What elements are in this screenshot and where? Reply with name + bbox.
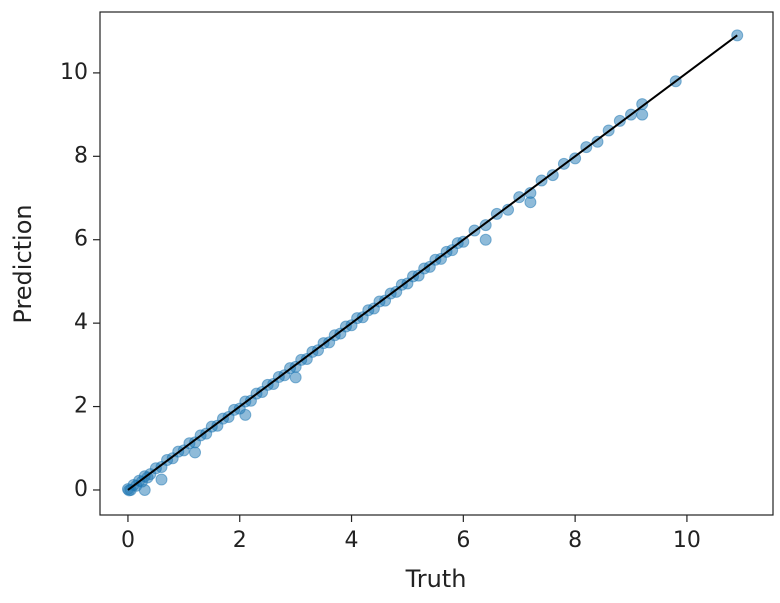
y-tick-label: 8 <box>74 143 88 168</box>
point <box>569 152 582 165</box>
x-tick-label: 8 <box>568 528 582 553</box>
y-tick-label: 10 <box>60 60 88 85</box>
x-tick-label: 4 <box>345 528 359 553</box>
y-tick-label: 0 <box>74 477 88 502</box>
point <box>636 108 649 121</box>
plot-frame <box>99 11 774 516</box>
point <box>289 371 302 384</box>
point <box>138 483 151 496</box>
y-tick-label: 6 <box>74 227 88 252</box>
y-tick-label: 4 <box>74 310 88 335</box>
point <box>457 235 470 248</box>
y-tick-label: 2 <box>74 394 88 419</box>
x-axis-label: Truth <box>405 565 467 593</box>
point <box>155 473 168 486</box>
point <box>479 233 492 246</box>
point <box>189 446 202 459</box>
x-tick-label: 6 <box>456 528 470 553</box>
point <box>613 114 626 127</box>
point <box>591 135 604 148</box>
point <box>524 196 537 209</box>
point <box>546 169 559 182</box>
x-tick-label: 10 <box>673 528 701 553</box>
x-tick-label: 0 <box>121 528 135 553</box>
x-tick-label: 2 <box>233 528 247 553</box>
point <box>479 219 492 232</box>
reference-line <box>127 34 738 491</box>
y-axis-label: Prediction <box>9 204 37 323</box>
point <box>239 408 252 421</box>
